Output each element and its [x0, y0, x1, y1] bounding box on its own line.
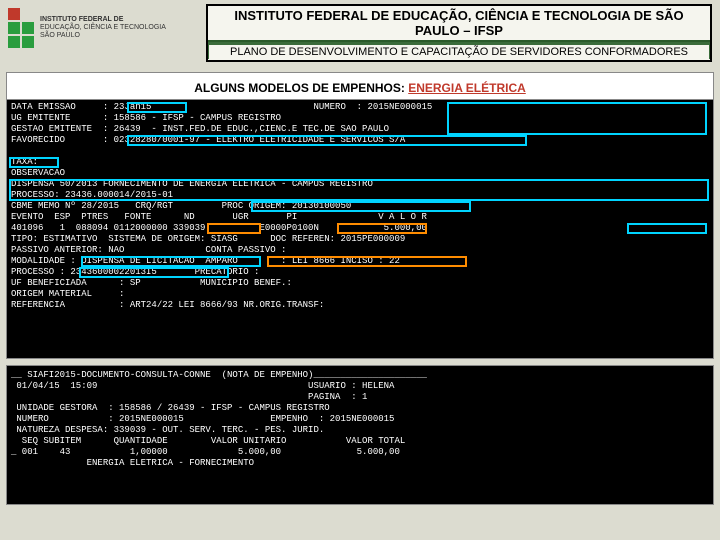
page-title: INSTITUTO FEDERAL DE EDUCAÇÃO, CIÊNCIA E… — [212, 8, 706, 38]
terminal-screenshot-2: __ SIAFI2015-DOCUMENTO-CONSULTA-CONNE (N… — [6, 365, 714, 505]
page-subtitle: PLANO DE DESENVOLVIMENTO E CAPACITAÇÃO D… — [209, 45, 709, 59]
logo: INSTITUTO FEDERAL DE EDUCAÇÃO, CIÊNCIA E… — [8, 4, 198, 48]
header: INSTITUTO FEDERAL DE EDUCAÇÃO, CIÊNCIA E… — [0, 0, 720, 66]
title-box: INSTITUTO FEDERAL DE EDUCAÇÃO, CIÊNCIA E… — [206, 4, 712, 62]
terminal-screenshot-1: DATA EMISSAO : 23Jan15 NUMERO : 2015NE00… — [6, 99, 714, 359]
section-title: ALGUNS MODELOS DE EMPENHOS: ENERGIA ELÉT… — [6, 72, 714, 99]
logo-icon — [8, 8, 34, 48]
logo-text: INSTITUTO FEDERAL DE EDUCAÇÃO, CIÊNCIA E… — [40, 16, 166, 39]
